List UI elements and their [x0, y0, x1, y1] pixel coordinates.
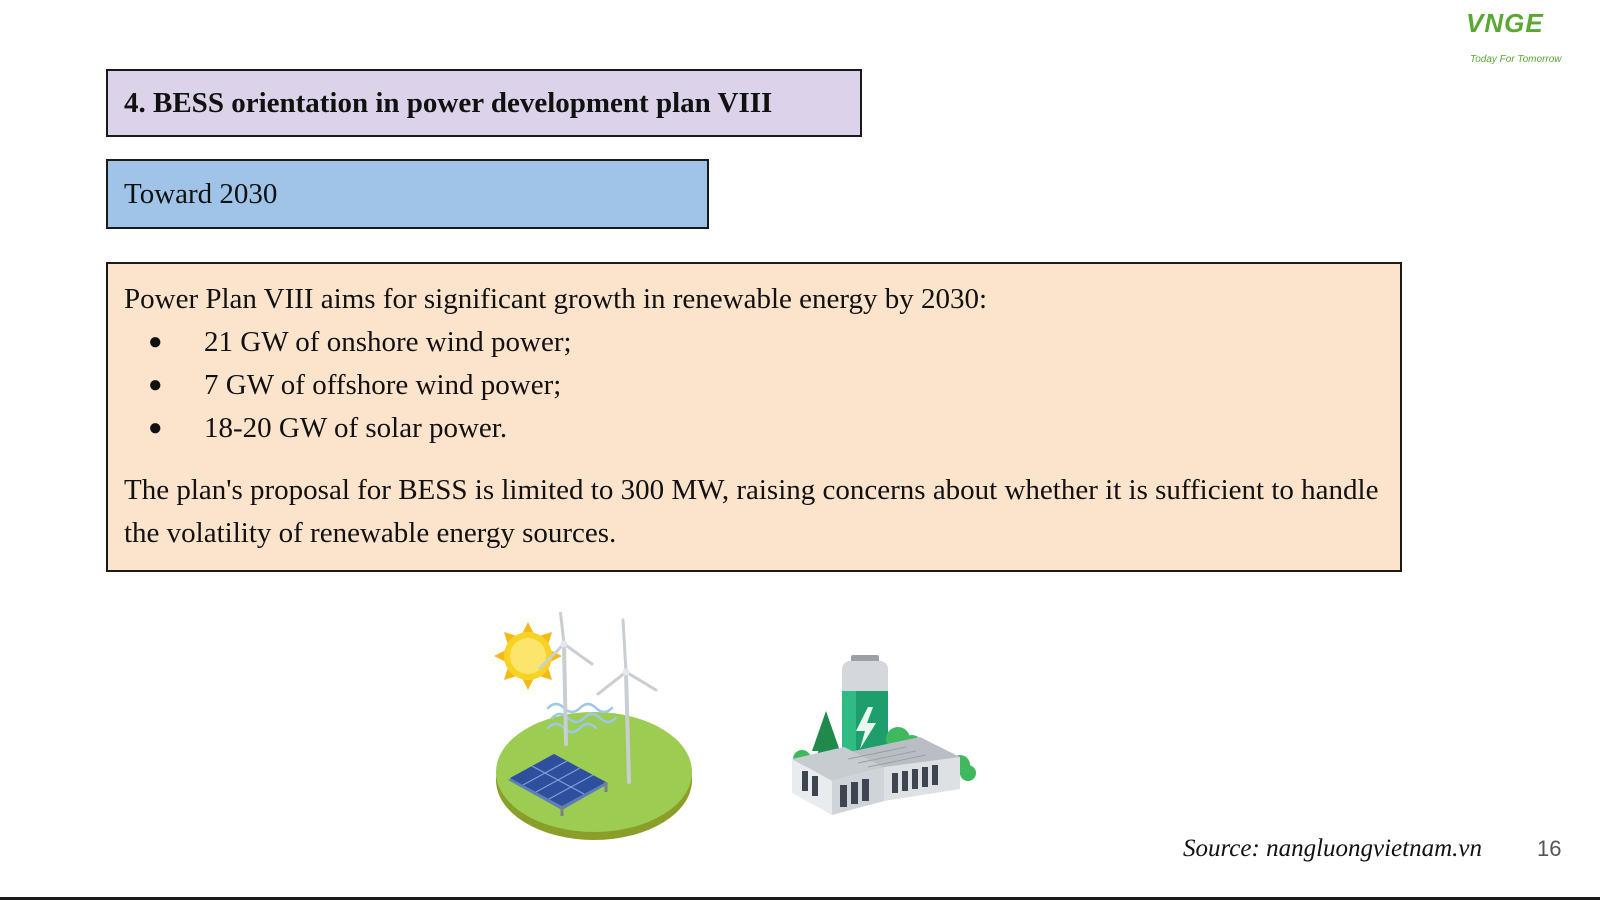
closing-text: The plan's proposal for BESS is limited …: [124, 474, 1379, 549]
bullet-text: 7 GW of offshore wind power;: [204, 369, 562, 401]
list-item: ● 7 GW of offshore wind power;: [124, 364, 1384, 407]
page-number: 16: [1537, 836, 1562, 861]
subtitle-box: Toward 2030: [106, 159, 709, 229]
bullet-text: 21 GW of onshore wind power;: [204, 326, 572, 358]
bullet-list: ● 21 GW of onshore wind power; ● 7 GW of…: [124, 321, 1384, 450]
logo-tagline: Today For Tomorrow: [1470, 54, 1562, 65]
bottom-divider: [0, 897, 1600, 900]
logo-mark: VNGE: [1466, 8, 1544, 38]
bullet-text: 18-20 GW of solar power.: [204, 412, 508, 444]
slide-title: 4. BESS orientation in power development…: [124, 86, 773, 119]
content-box: Power Plan VIII aims for significant gro…: [106, 262, 1402, 572]
list-item: ● 21 GW of onshore wind power;: [124, 321, 1384, 364]
source-citation: Source: nangluongvietnam.vn: [1183, 835, 1482, 862]
bullet-dot: ●: [148, 329, 163, 355]
title-box: 4. BESS orientation in power development…: [106, 69, 862, 137]
slide-subtitle: Toward 2030: [124, 177, 278, 210]
bullet-dot: ●: [148, 415, 163, 441]
list-item: ● 18-20 GW of solar power.: [124, 407, 1384, 450]
bullet-dot: ●: [148, 372, 163, 398]
vnge-logo: VNGE Today For Tomorrow: [1466, 8, 1596, 72]
intro-text: Power Plan VIII aims for significant gro…: [124, 283, 988, 315]
sun-wind-solar-illustration: [494, 612, 692, 840]
battery-storage-illustration: [792, 655, 976, 815]
